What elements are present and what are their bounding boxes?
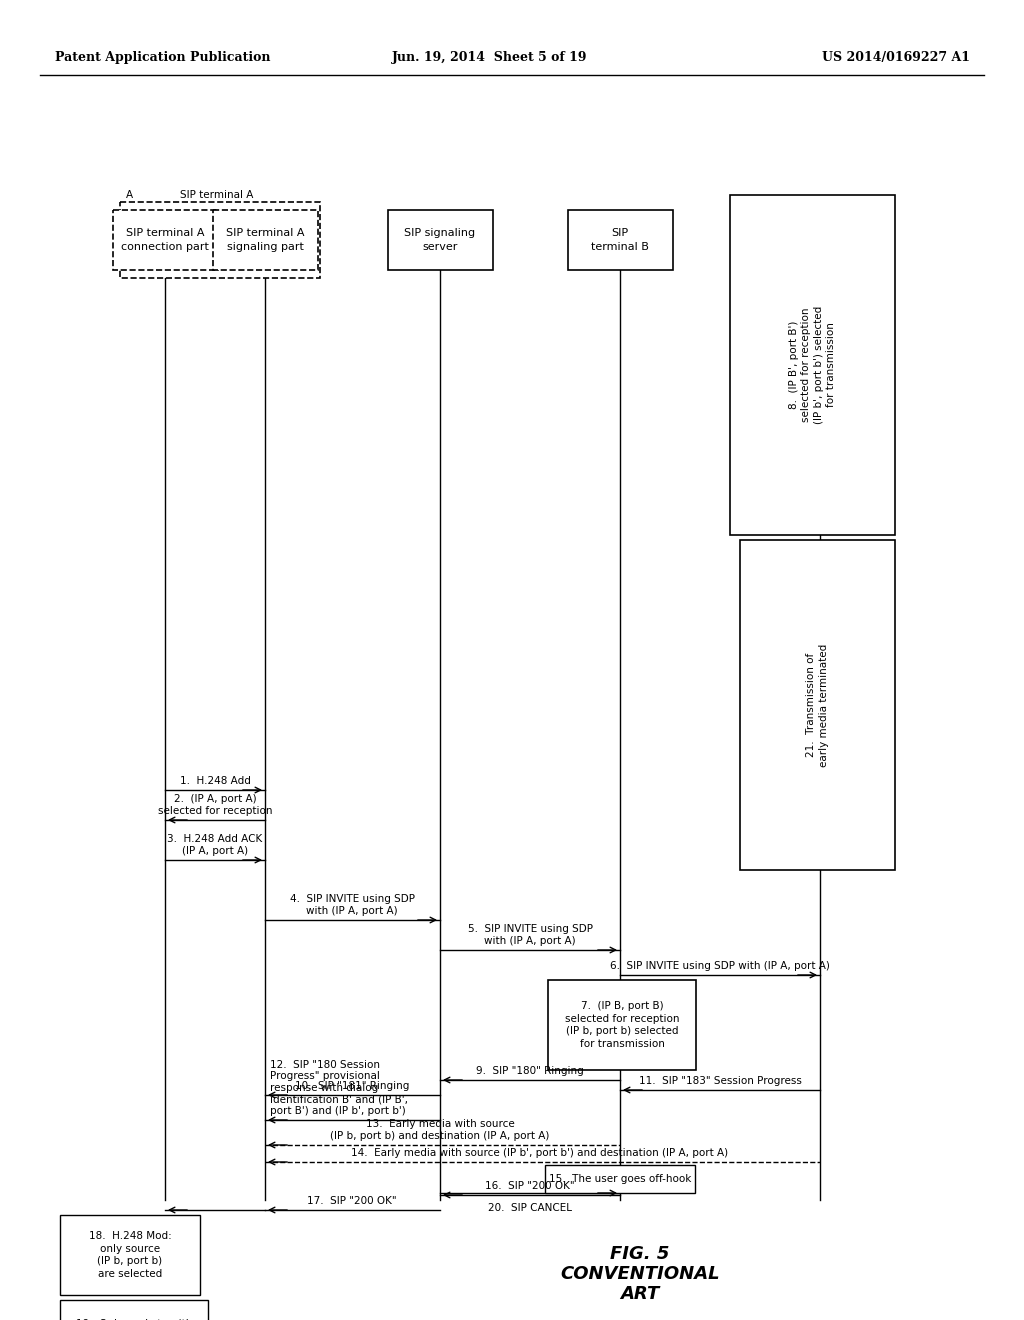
Text: FIG. 5: FIG. 5	[610, 1245, 670, 1263]
Bar	[730, 195, 895, 535]
Text: SIP signaling
server: SIP signaling server	[404, 228, 475, 252]
Text: 11.  SIP "183" Session Progress: 11. SIP "183" Session Progress	[639, 1076, 802, 1086]
Text: Jun. 19, 2014  Sheet 5 of 19: Jun. 19, 2014 Sheet 5 of 19	[392, 51, 588, 65]
Bar	[213, 210, 317, 271]
Text: 18.  H.248 Mod:
only source
(IP b, port b)
are selected: 18. H.248 Mod: only source (IP b, port b…	[89, 1232, 171, 1279]
Text: CONVENTIONAL: CONVENTIONAL	[560, 1265, 720, 1283]
Text: SIP terminal A: SIP terminal A	[180, 190, 253, 201]
Text: 3.  H.248 Add ACK
(IP A, port A): 3. H.248 Add ACK (IP A, port A)	[167, 834, 262, 855]
Bar	[768, 210, 872, 271]
Text: Patent Application Publication: Patent Application Publication	[55, 51, 270, 65]
Bar	[120, 202, 319, 279]
Text: 7.  (IP B, port B)
selected for reception
(IP b, port b) selected
for transmissi: 7. (IP B, port B) selected for reception…	[565, 1002, 679, 1048]
Text: SIP
terminal B: SIP terminal B	[591, 228, 649, 252]
Text: SIP terminal A
signaling part: SIP terminal A signaling part	[225, 228, 304, 252]
Bar	[113, 210, 217, 271]
Bar	[567, 210, 673, 271]
Text: 21.  Transmission of
early media terminated: 21. Transmission of early media terminat…	[806, 643, 828, 767]
Bar	[740, 540, 895, 870]
Bar	[60, 1214, 200, 1295]
Text: US 2014/0169227 A1: US 2014/0169227 A1	[822, 51, 970, 65]
Text: 2.  (IP A, port A)
selected for reception: 2. (IP A, port A) selected for reception	[158, 795, 272, 816]
Text: 4.  SIP INVITE using SDP
with (IP A, port A): 4. SIP INVITE using SDP with (IP A, port…	[290, 895, 415, 916]
Text: ART: ART	[621, 1284, 659, 1303]
Text: SIP terminal A
connection part: SIP terminal A connection part	[121, 228, 209, 252]
Text: 12.  SIP "180 Session
Progress" provisional
response with dialog
identification : 12. SIP "180 Session Progress" provision…	[270, 1060, 408, 1115]
Bar	[60, 1300, 208, 1320]
Bar	[548, 979, 696, 1071]
Text: 20.  SIP CANCEL: 20. SIP CANCEL	[488, 1203, 572, 1213]
Text: 19.  Only packets with
source (IP b, port b)
are selected: 19. Only packets with source (IP b, port…	[76, 1319, 193, 1320]
Text: 1.  H.248 Add: 1. H.248 Add	[179, 776, 251, 785]
Text: 10.  SIP "181" Ringing: 10. SIP "181" Ringing	[295, 1081, 410, 1092]
Text: 8.  (IP B', port B')
selected for reception
(IP b', port b') selected
for transm: 8. (IP B', port B') selected for recepti…	[788, 306, 837, 424]
Text: 13.  Early media with source
(IP b, port b) and destination (IP A, port A): 13. Early media with source (IP b, port …	[331, 1119, 550, 1140]
Text: 6.  SIP INVITE using SDP with (IP A, port A): 6. SIP INVITE using SDP with (IP A, port…	[610, 961, 829, 972]
Text: 9.  SIP "180" Ringing: 9. SIP "180" Ringing	[476, 1067, 584, 1076]
Text: 17.  SIP "200 OK": 17. SIP "200 OK"	[307, 1196, 397, 1206]
Bar	[387, 210, 493, 271]
Text: 5.  SIP INVITE using SDP
with (IP A, port A): 5. SIP INVITE using SDP with (IP A, port…	[468, 924, 593, 946]
Text: 15.  The user goes off-hook: 15. The user goes off-hook	[549, 1173, 691, 1184]
Text: 16.  SIP "200 OK": 16. SIP "200 OK"	[485, 1181, 574, 1191]
Text: SIP
terminal B': SIP terminal B'	[790, 228, 851, 252]
Text: 14.  Early media with source (IP b', port b') and destination (IP A, port A): 14. Early media with source (IP b', port…	[351, 1148, 728, 1158]
Bar	[545, 1166, 695, 1193]
Text: A: A	[126, 190, 133, 201]
